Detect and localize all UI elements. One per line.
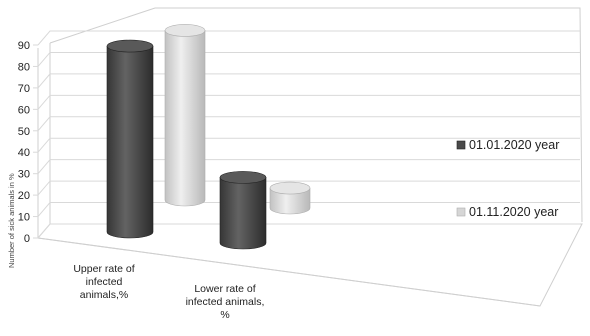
legend: 01.01.2020 year 01.11.2020 year	[456, 138, 559, 219]
gridline	[37, 116, 580, 132]
y-axis-title: Number of sick animals in %	[7, 173, 16, 268]
gridline	[37, 73, 580, 89]
bar-top	[219, 171, 267, 184]
y-tick-label: 50	[18, 126, 30, 138]
legend-label: 01.01.2020 year	[469, 138, 559, 152]
y-tick-label: 70	[18, 83, 30, 95]
gridlines	[37, 30, 580, 239]
category-label: Upper rate of infected animals,%	[73, 263, 134, 301]
category-labels: Upper rate of infected animals,% Lower rate…	[73, 263, 264, 321]
legend-item: 01.01.2020 year	[456, 138, 559, 152]
bar-series1-cat1	[106, 39, 154, 239]
y-axis-ticks: 0 10 20 30 40 50 60 70 80 90	[18, 40, 38, 245]
gridline	[37, 202, 580, 217]
bar-body	[219, 177, 267, 250]
bar-top	[269, 181, 311, 195]
bars	[106, 24, 311, 250]
gridline	[37, 30, 580, 46]
bar-body	[269, 187, 311, 215]
gridline	[37, 180, 580, 196]
legend-label: 01.11.2020 year	[469, 205, 558, 219]
y-tick-label: 90	[18, 40, 30, 52]
legend-item: 01.11.2020 year	[456, 205, 558, 219]
y-tick-label: 20	[18, 190, 30, 202]
gridline	[37, 51, 580, 67]
bar-top	[164, 24, 206, 37]
y-tick-label: 80	[18, 61, 30, 73]
category-label: Lower rate of infected animals,%	[186, 283, 265, 321]
y-tick-label: 30	[18, 169, 30, 181]
back-wall-edge	[49, 7, 583, 223]
floor-front-edge	[37, 237, 541, 307]
gridline	[37, 94, 580, 110]
y-tick-label: 10	[18, 212, 30, 224]
gridline	[37, 137, 580, 153]
bar-top	[106, 39, 154, 53]
bar-series2-cat1	[164, 24, 206, 207]
y-tick-label: 60	[18, 104, 30, 116]
legend-swatch	[456, 207, 466, 217]
y-tick-label: 0	[24, 233, 30, 245]
gridline	[37, 223, 580, 239]
bar-series1-cat2	[219, 171, 267, 250]
bar-body	[164, 30, 206, 207]
gridline	[37, 159, 580, 174]
bar-body	[106, 45, 154, 239]
y-tick-label: 40	[18, 147, 30, 159]
bar-series2-cat2	[269, 181, 311, 215]
legend-swatch	[456, 140, 466, 150]
